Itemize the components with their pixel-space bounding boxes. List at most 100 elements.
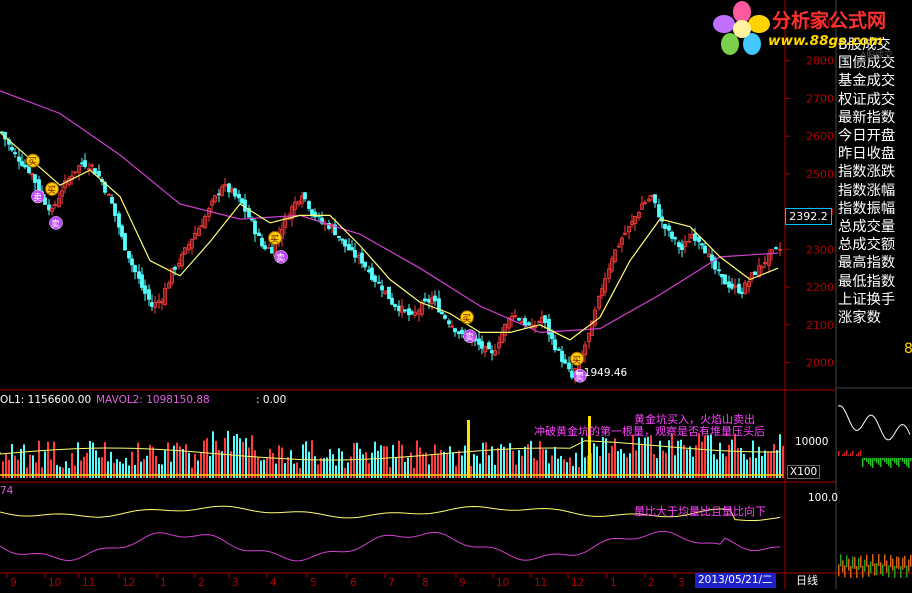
volume-bar	[140, 461, 142, 478]
sidebar-item[interactable]: 指数涨跌	[838, 164, 896, 181]
sidebar-item[interactable]: B股成交	[838, 37, 891, 53]
sidebar-item[interactable]: 上证换手	[838, 291, 896, 308]
sidebar-item[interactable]: 今日开盘	[838, 128, 896, 145]
candle-body	[597, 295, 601, 309]
candle-body	[210, 200, 214, 206]
volume-bar	[434, 444, 436, 478]
candle-body	[653, 194, 657, 204]
volume-bar	[443, 451, 445, 478]
volume-bar	[629, 453, 631, 478]
volume-bar	[377, 450, 379, 478]
brand-url[interactable]: www.88gs.com	[768, 33, 883, 49]
volume-bar	[401, 444, 403, 478]
volume-bar	[176, 442, 178, 478]
candle-body	[760, 265, 764, 269]
volume-bar	[356, 442, 358, 478]
brand-sub-label: A股成交	[860, 51, 894, 61]
volume-bar	[605, 438, 607, 478]
volume-bar	[350, 456, 352, 478]
candle-body	[353, 250, 357, 258]
volume-bar	[761, 455, 763, 478]
volume-bar	[182, 449, 184, 478]
sidebar-item[interactable]: 总成交量	[838, 219, 896, 236]
low-price-label: ←1949.46	[575, 367, 628, 379]
volume-bar	[692, 456, 694, 478]
candle-body	[567, 362, 571, 370]
x-tick-label: 3	[678, 577, 685, 589]
mini-bar	[874, 563, 876, 576]
candle-body	[113, 203, 117, 216]
volume-bar	[596, 446, 598, 478]
sidebar-item[interactable]: 指数振幅	[838, 200, 896, 217]
volume-bar	[740, 447, 742, 478]
sidebar-item[interactable]: 国债成交	[838, 55, 896, 72]
volume-bar	[257, 457, 259, 478]
mini-bar	[872, 458, 874, 468]
mini-bar	[896, 458, 898, 465]
mini-bar	[900, 458, 902, 460]
volume-bar	[380, 445, 382, 478]
volume-bar	[665, 452, 667, 478]
volume-bar	[488, 455, 490, 478]
mini-bar	[898, 458, 900, 467]
sidebar-item[interactable]: 总成交额	[838, 237, 896, 254]
candle-body	[213, 195, 217, 203]
volume-bar	[71, 453, 73, 478]
sidebar-item[interactable]: 最新指数	[838, 109, 896, 126]
volume-bar	[266, 458, 268, 478]
sidebar-item[interactable]: 基金成交	[838, 73, 896, 90]
volume-bar	[530, 440, 532, 478]
volume-bar	[455, 466, 457, 478]
candle-body	[343, 239, 347, 247]
volume-bar	[647, 436, 649, 478]
sidebar-item[interactable]: 涨家数	[838, 310, 881, 327]
candle-body	[20, 161, 24, 166]
candle-body	[87, 168, 91, 171]
volume-bar	[203, 440, 205, 478]
sidebar-item[interactable]: 昨日收盘	[838, 146, 896, 163]
volume-bar	[710, 434, 712, 478]
candle-body	[120, 225, 124, 237]
candle-body	[367, 269, 371, 273]
mini-bar	[846, 555, 848, 568]
candle-body	[207, 208, 211, 217]
volume-bar	[209, 456, 211, 478]
buy-signal-label: 买	[47, 185, 56, 196]
volume-panel[interactable]	[0, 416, 784, 478]
candle-body	[147, 289, 151, 300]
sidebar-item[interactable]: 权证成交	[838, 91, 896, 108]
candle-body	[423, 298, 427, 302]
candle-body	[57, 197, 61, 207]
candle-body	[170, 268, 174, 284]
candle-body	[590, 320, 594, 336]
indicator-panel[interactable]	[0, 505, 781, 562]
volume-bar	[179, 446, 181, 478]
volume-bar	[470, 465, 472, 478]
mini-bar	[902, 458, 904, 462]
volume-bar	[638, 437, 640, 478]
volume-note-bottom: 冲破黄金坑的第一根量，观察是否有堆量压头后	[534, 425, 765, 438]
volume-bar	[479, 463, 481, 478]
volume-bar	[656, 458, 658, 478]
sidebar-item[interactable]: 最低指数	[838, 273, 896, 290]
volume-bar	[554, 446, 556, 478]
mini-bar	[858, 557, 860, 570]
sidebar-item[interactable]: 指数涨幅	[838, 182, 896, 199]
volume-bar	[602, 437, 604, 478]
candle-body	[713, 257, 717, 270]
volume-bar	[131, 451, 133, 478]
candle-body	[753, 271, 757, 275]
mini-bar	[840, 554, 842, 567]
candle-body	[400, 305, 404, 313]
mini-bar	[868, 564, 870, 577]
period-selector[interactable]: 日线	[796, 574, 818, 587]
volume-bar	[260, 460, 262, 478]
volume-bar	[431, 454, 433, 478]
sidebar-item[interactable]: 最高指数	[838, 255, 896, 272]
volume-bar	[422, 453, 424, 478]
volume-bar	[575, 452, 577, 478]
volume-bar	[671, 434, 673, 478]
volume-bar	[188, 452, 190, 478]
